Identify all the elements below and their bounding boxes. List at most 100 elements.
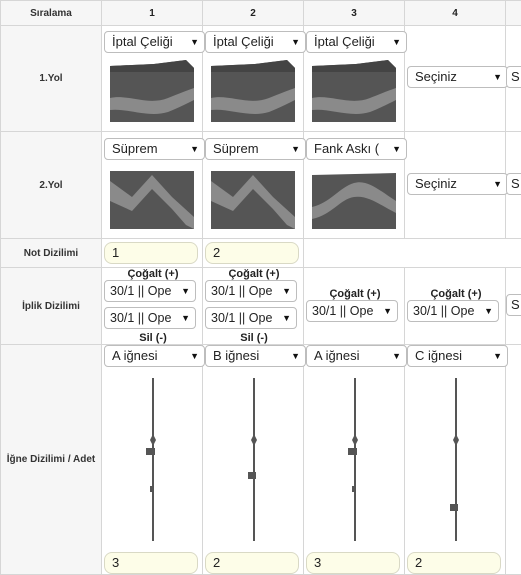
yol1-cell-1: İptal Çeliği▼ bbox=[102, 26, 203, 132]
chevron-down-icon: ▼ bbox=[291, 346, 300, 366]
yol2-select-5[interactable]: S bbox=[506, 173, 521, 195]
chevron-down-icon: ▼ bbox=[190, 139, 199, 159]
col-header-3: 3 bbox=[304, 1, 405, 26]
header-row: Sıralama 1 2 3 4 bbox=[1, 1, 521, 26]
chevron-down-icon: ▼ bbox=[493, 67, 502, 87]
iplik-select-2b[interactable]: 30/1 || Ope▼ bbox=[205, 307, 297, 329]
not-input-2[interactable]: 2 bbox=[205, 242, 299, 264]
not-label: Not Dizilimi bbox=[1, 239, 102, 268]
iplik-select-1a[interactable]: 30/1 || Ope▼ bbox=[104, 280, 196, 302]
yol2-label: 2.Yol bbox=[1, 132, 102, 239]
igne-cell-4: C iğnesi▼ 2 bbox=[405, 345, 506, 575]
iplik-select-4a[interactable]: 30/1 || Ope▼ bbox=[407, 300, 499, 322]
yol1-select-1[interactable]: İptal Çeliği▼ bbox=[104, 31, 205, 53]
yol2-cell-5-partial: S bbox=[506, 132, 521, 239]
igne-count-2[interactable]: 2 bbox=[205, 552, 299, 574]
yol1-select-3[interactable]: İptal Çeliği▼ bbox=[306, 31, 407, 53]
chevron-down-icon: ▼ bbox=[181, 281, 190, 301]
cam-pattern-image bbox=[209, 60, 297, 126]
igne-cell-1: A iğnesi▼ 3 bbox=[102, 345, 203, 575]
not-cell-2: 2 bbox=[203, 239, 304, 268]
col-header-1: 1 bbox=[102, 1, 203, 26]
iplik-select-5[interactable]: S bbox=[506, 294, 521, 316]
cogalt-button[interactable]: Çoğalt (+) bbox=[205, 268, 303, 280]
iplik-label: İplik Dizilimi bbox=[1, 268, 102, 345]
yol2-select-1[interactable]: Süprem▼ bbox=[104, 138, 205, 160]
chevron-down-icon: ▼ bbox=[392, 346, 401, 366]
needle-image bbox=[143, 376, 163, 546]
yol2-select-4[interactable]: Seçiniz▼ bbox=[407, 173, 508, 195]
igne-select-3[interactable]: A iğnesi▼ bbox=[306, 345, 407, 367]
yol1-select-5[interactable]: S bbox=[506, 66, 521, 88]
not-cell-1: 1 bbox=[102, 239, 203, 268]
cam-pattern-image bbox=[108, 167, 196, 233]
col-header-2: 2 bbox=[203, 1, 304, 26]
chevron-down-icon: ▼ bbox=[493, 346, 502, 366]
cogalt-button[interactable]: Çoğalt (+) bbox=[407, 288, 505, 300]
igne-count-3[interactable]: 3 bbox=[306, 552, 400, 574]
igne-select-2[interactable]: B iğnesi▼ bbox=[205, 345, 306, 367]
yol1-select-2[interactable]: İptal Çeliği▼ bbox=[205, 31, 306, 53]
needle-image bbox=[446, 376, 466, 546]
chevron-down-icon: ▼ bbox=[484, 301, 493, 321]
iplik-select-2a[interactable]: 30/1 || Ope▼ bbox=[205, 280, 297, 302]
yol1-select-4[interactable]: Seçiniz▼ bbox=[407, 66, 508, 88]
col-header-4: 4 bbox=[405, 1, 506, 26]
not-input-1[interactable]: 1 bbox=[104, 242, 198, 264]
chevron-down-icon: ▼ bbox=[291, 32, 300, 52]
cam-pattern-image bbox=[108, 60, 196, 126]
cogalt-button[interactable]: Çoğalt (+) bbox=[306, 288, 404, 300]
igne-select-4[interactable]: C iğnesi▼ bbox=[407, 345, 508, 367]
igne-row: İğne Dizilimi / Adet A iğnesi▼ 3 B iğnes… bbox=[1, 345, 521, 575]
iplik-cell-5-partial: S bbox=[506, 268, 521, 345]
sil-button[interactable]: Sil (-) bbox=[104, 332, 202, 344]
igne-select-1[interactable]: A iğnesi▼ bbox=[104, 345, 205, 367]
header-label: Sıralama bbox=[1, 1, 102, 26]
igne-cell-3: A iğnesi▼ 3 bbox=[304, 345, 405, 575]
sil-button[interactable]: Sil (-) bbox=[205, 332, 303, 344]
cam-pattern-image bbox=[310, 167, 398, 233]
yol1-row: 1.Yol İptal Çeliği▼ İptal Çeliği▼ İptal … bbox=[1, 26, 521, 132]
yol2-select-2[interactable]: Süprem▼ bbox=[205, 138, 306, 160]
cogalt-button[interactable]: Çoğalt (+) bbox=[104, 268, 202, 280]
yol1-label: 1.Yol bbox=[1, 26, 102, 132]
cam-pattern-image bbox=[209, 167, 297, 233]
iplik-row: İplik Dizilimi Çoğalt (+) 30/1 || Ope▼ 3… bbox=[1, 268, 521, 345]
igne-cell-2: B iğnesi▼ 2 bbox=[203, 345, 304, 575]
iplik-cell-4: Çoğalt (+) 30/1 || Ope▼ bbox=[405, 268, 506, 345]
iplik-select-3a[interactable]: 30/1 || Ope▼ bbox=[306, 300, 398, 322]
iplik-cell-3: Çoğalt (+) 30/1 || Ope▼ bbox=[304, 268, 405, 345]
igne-cell-5-partial bbox=[506, 345, 521, 575]
chevron-down-icon: ▼ bbox=[181, 308, 190, 328]
chevron-down-icon: ▼ bbox=[392, 32, 401, 52]
chevron-down-icon: ▼ bbox=[282, 308, 291, 328]
igne-count-1[interactable]: 3 bbox=[104, 552, 198, 574]
iplik-select-1b[interactable]: 30/1 || Ope▼ bbox=[104, 307, 196, 329]
yol1-cell-3: İptal Çeliği▼ bbox=[304, 26, 405, 132]
yol2-cell-4: Seçiniz▼ bbox=[405, 132, 506, 239]
yol2-row: 2.Yol Süprem▼ Süprem▼ Fank Askı (▼ Seçin… bbox=[1, 132, 521, 239]
yol2-cell-2: Süprem▼ bbox=[203, 132, 304, 239]
iplik-cell-1: Çoğalt (+) 30/1 || Ope▼ 30/1 || Ope▼ Sil… bbox=[102, 268, 203, 345]
chevron-down-icon: ▼ bbox=[282, 281, 291, 301]
yol1-cell-4: Seçiniz▼ bbox=[405, 26, 506, 132]
yol1-cell-5-partial: S bbox=[506, 26, 521, 132]
iplik-cell-2: Çoğalt (+) 30/1 || Ope▼ 30/1 || Ope▼ Sil… bbox=[203, 268, 304, 345]
yol1-cell-2: İptal Çeliği▼ bbox=[203, 26, 304, 132]
cam-pattern-image bbox=[310, 60, 398, 126]
chevron-down-icon: ▼ bbox=[383, 301, 392, 321]
chevron-down-icon: ▼ bbox=[190, 346, 199, 366]
chevron-down-icon: ▼ bbox=[493, 174, 502, 194]
chevron-down-icon: ▼ bbox=[392, 139, 401, 159]
chevron-down-icon: ▼ bbox=[190, 32, 199, 52]
needle-image bbox=[345, 376, 365, 546]
needle-image bbox=[244, 376, 264, 546]
chevron-down-icon: ▼ bbox=[291, 139, 300, 159]
yol2-select-3[interactable]: Fank Askı (▼ bbox=[306, 138, 407, 160]
igne-label: İğne Dizilimi / Adet bbox=[1, 345, 102, 575]
yol2-cell-1: Süprem▼ bbox=[102, 132, 203, 239]
not-empty-cell bbox=[304, 239, 521, 268]
igne-count-4[interactable]: 2 bbox=[407, 552, 501, 574]
not-row: Not Dizilimi 1 2 bbox=[1, 239, 521, 268]
